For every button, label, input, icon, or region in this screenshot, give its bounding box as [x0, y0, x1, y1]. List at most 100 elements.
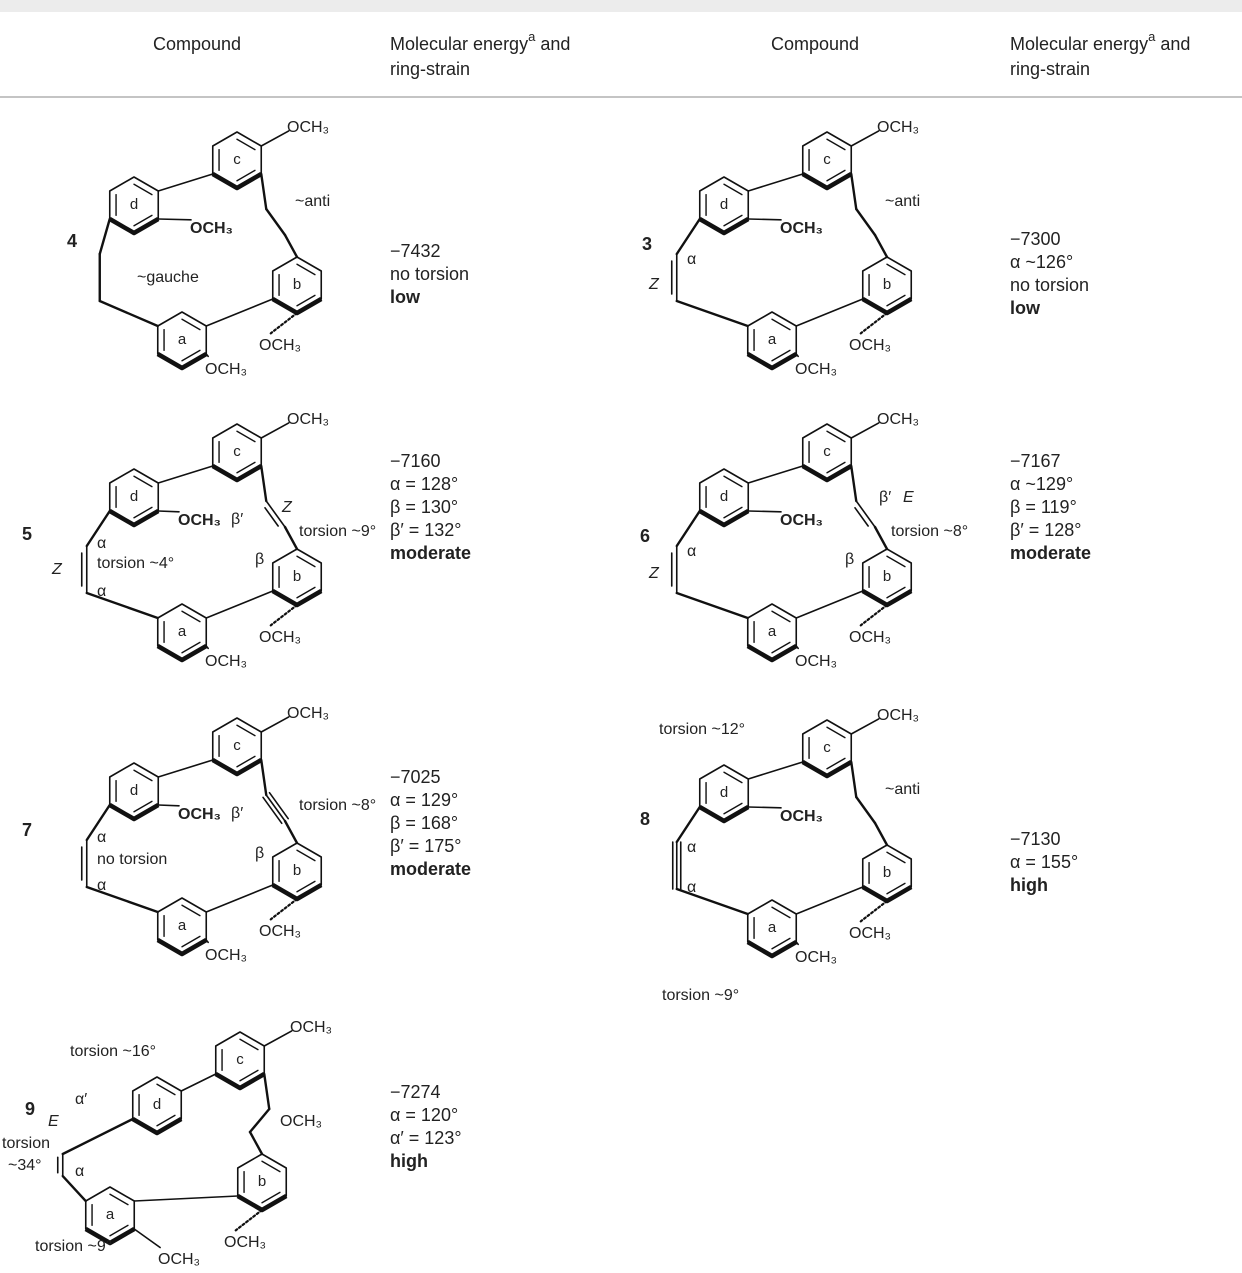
structure-label: β: [255, 845, 264, 862]
ring-front-edge: [746, 940, 798, 959]
aromatic-bond: [886, 586, 906, 599]
ring-front-edge: [156, 352, 208, 371]
geometry-detail: no torsion: [1010, 275, 1089, 295]
structure-label: OCH₃: [205, 947, 247, 964]
linker-bond: [283, 819, 299, 845]
structure-label: torsion ~8°: [891, 523, 968, 540]
molecular-energy: −7130: [1010, 829, 1061, 849]
biaryl-bond: [205, 590, 274, 619]
compound-number: 9: [25, 1099, 35, 1119]
aromatic-bond: [109, 1193, 129, 1206]
structure-label: ~34°: [8, 1157, 42, 1174]
aromatic-bond: [133, 475, 153, 488]
structure-label: torsion: [2, 1135, 50, 1152]
aromatic-bond: [296, 263, 316, 276]
aromatic-bond: [236, 138, 256, 151]
aromatic-bond: [826, 757, 846, 770]
column-header: ring-strain: [390, 59, 470, 79]
ring-label: a: [768, 919, 777, 936]
aromatic-bond: [771, 641, 791, 654]
ring-label: b: [293, 862, 301, 879]
ring-label: b: [293, 568, 301, 585]
structure-label: OCH₃: [849, 925, 891, 942]
structure-label: OCH₃: [877, 707, 919, 724]
biaryl-bond: [795, 298, 864, 327]
substituent-bond: [850, 130, 880, 147]
aromatic-bond: [723, 183, 743, 196]
linker-bond: [61, 1117, 134, 1156]
compound-number: 3: [642, 234, 652, 254]
ring-label: b: [293, 276, 301, 293]
aromatic-bond: [296, 880, 316, 893]
structure-label: OCH₃: [259, 337, 301, 354]
column-header: Molecular energya and: [390, 29, 570, 53]
structure-label: α: [687, 879, 696, 896]
molecular-energy: −7274: [390, 1082, 441, 1102]
column-header: Compound: [153, 34, 241, 54]
ring-label: c: [823, 151, 831, 168]
ring-label: d: [153, 1096, 161, 1113]
bond: [265, 500, 286, 528]
geometry-detail: β′ = 175°: [390, 836, 461, 856]
aromatic-bond: [886, 555, 906, 568]
aromatic-bond: [886, 851, 906, 864]
structure-label: α: [97, 535, 106, 552]
ring-front-edge: [211, 758, 263, 777]
linker-bond: [85, 885, 159, 914]
aromatic-bond: [133, 800, 153, 813]
structure-label: OCH₃: [205, 361, 247, 378]
aromatic-bond: [236, 430, 256, 443]
ring-front-edge: [698, 217, 750, 236]
biaryl-bond: [747, 761, 804, 780]
ring-label: c: [233, 151, 241, 168]
substituent-bond: [850, 422, 880, 439]
geometry-detail: β = 119°: [1010, 497, 1077, 517]
substituent-bond: [269, 603, 299, 627]
structure-label: α: [687, 839, 696, 856]
aromatic-bond: [181, 904, 201, 917]
structure-label: OCH₃: [877, 119, 919, 136]
ring-front-edge: [746, 352, 798, 371]
linker-bond: [675, 591, 749, 620]
ring-label: d: [130, 488, 138, 505]
aromatic-bond: [296, 849, 316, 862]
column-header: Compound: [771, 34, 859, 54]
structure-label: OCH₃: [190, 220, 233, 237]
substituent-bond: [859, 603, 889, 627]
bond: [264, 507, 279, 527]
ring-front-edge: [746, 644, 798, 663]
linker-bond: [85, 509, 111, 548]
bond: [268, 791, 290, 820]
structure-label: OCH₃: [259, 629, 301, 646]
aromatic-bond: [156, 1114, 176, 1127]
geometry-detail: α = 155°: [1010, 852, 1078, 872]
substituent-bond: [747, 218, 782, 221]
aromatic-bond: [261, 1160, 281, 1173]
aromatic-bond: [236, 169, 256, 182]
ring-front-edge: [108, 509, 160, 528]
ring-label: a: [768, 623, 777, 640]
aromatic-bond: [133, 769, 153, 782]
structure-label: no torsion: [97, 851, 167, 868]
ring-front-edge: [801, 172, 853, 191]
header-text: and: [1160, 34, 1190, 54]
biaryl-bond: [795, 886, 864, 915]
linker-bond: [260, 758, 268, 797]
structure-label: OCH₃: [178, 512, 221, 529]
structure-label: α: [97, 583, 106, 600]
linker-bond: [98, 217, 111, 256]
linker-bond: [675, 805, 701, 844]
structure-label: ~anti: [885, 781, 920, 798]
ring-front-edge: [108, 803, 160, 822]
substituent-bond: [260, 716, 290, 733]
structure-label: OCH₃: [780, 220, 823, 237]
aromatic-bond: [133, 183, 153, 196]
ring-label: c: [233, 737, 241, 754]
molecular-energy: −7167: [1010, 451, 1061, 471]
ring-front-edge: [211, 464, 263, 483]
molecular-energy: −7160: [390, 451, 441, 471]
aromatic-bond: [723, 802, 743, 815]
ring-label: b: [883, 568, 891, 585]
bond: [855, 207, 877, 237]
